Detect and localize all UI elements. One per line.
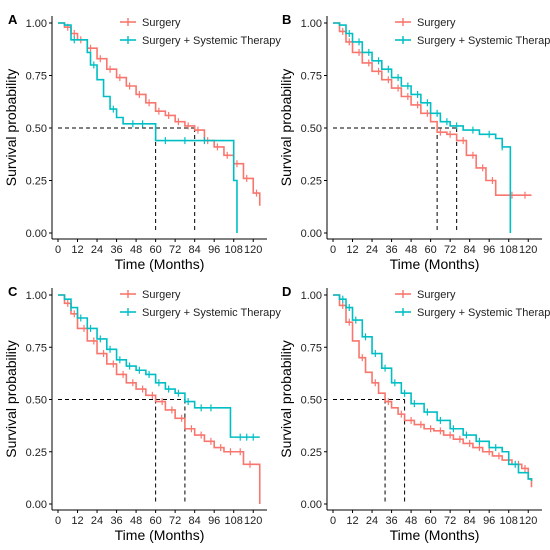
panel-b-x-tick-label: 108 bbox=[500, 244, 518, 256]
panel-d-surgery-systemic-curve bbox=[333, 294, 533, 482]
panel-a-legend-surgery-systemic-label: Surgery + Systemic Therapy bbox=[142, 35, 281, 47]
panel-c-x-tick-label: 0 bbox=[55, 515, 61, 527]
panel-a-legend-surgery-label: Surgery bbox=[142, 17, 181, 29]
panel-d-y-tick-label: 0.75 bbox=[301, 342, 322, 354]
panel-d-y-tick-label: 1.00 bbox=[301, 290, 322, 302]
panel-d-y-tick-label: 0.50 bbox=[301, 395, 322, 407]
panel-b-y-tick-label: 0.75 bbox=[301, 71, 322, 83]
panel-a-x-tick-label: 120 bbox=[244, 244, 262, 256]
panel-d-x-tick-label: 48 bbox=[405, 515, 417, 527]
panel-d-x-tick-label: 36 bbox=[385, 515, 397, 527]
panel-a-x-tick-label: 12 bbox=[71, 244, 83, 256]
panel-c-x-tick-label: 72 bbox=[169, 515, 181, 527]
panel-b: B 0.00 0.25 0.50 0.75 1.00 0 12 24 36 48 60 72 84 96 10… bbox=[278, 12, 550, 272]
panel-b-legend-surgery-systemic-label: Surgery + Systemic Therapy bbox=[417, 35, 550, 47]
panel-a: A 0.00 0.25 0.50 0.75 1.00 0 12 24 36 48 60 72 84 96 10… bbox=[3, 12, 281, 272]
panel-d-y-axis-title: Survival probability bbox=[278, 340, 294, 458]
panel-d-x-tick-label: 12 bbox=[346, 515, 358, 527]
panel-b-x-tick-label: 12 bbox=[346, 244, 358, 256]
panel-d-surgery-curve bbox=[333, 294, 533, 488]
panel-c-x-tick-label: 120 bbox=[244, 515, 262, 527]
panel-c-y-tick-label: 0.50 bbox=[26, 395, 47, 407]
panel-c-x-tick-label: 48 bbox=[130, 515, 142, 527]
panel-c-y-tick-label: 0.00 bbox=[26, 499, 47, 511]
panel-d-x-tick-label: 120 bbox=[519, 515, 537, 527]
panel-b-legend-surgery-label: Surgery bbox=[417, 17, 456, 29]
panel-d-x-tick-label: 84 bbox=[464, 515, 476, 527]
panel-a-x-tick-label: 24 bbox=[91, 244, 103, 256]
panel-c-x-tick-label: 60 bbox=[149, 515, 161, 527]
panel-d-legend-surgery-label: Surgery bbox=[417, 289, 456, 301]
panel-a-x-tick-label: 60 bbox=[149, 244, 161, 256]
panel-c-letter: C bbox=[8, 284, 18, 299]
panel-b-x-tick-label: 72 bbox=[444, 244, 456, 256]
panel-c-x-tick-label: 24 bbox=[91, 515, 103, 527]
panel-c-x-tick-label: 36 bbox=[110, 515, 122, 527]
panel-c-y-tick-label: 1.00 bbox=[26, 290, 47, 302]
panel-c-y-tick-label: 0.75 bbox=[26, 342, 47, 354]
panel-c-x-tick-label: 84 bbox=[189, 515, 201, 527]
panel-c-y-axis-title: Survival probability bbox=[3, 340, 19, 458]
panel-c-y-tick-label: 0.25 bbox=[26, 447, 47, 459]
panel-b-x-tick-label: 84 bbox=[464, 244, 476, 256]
panel-a-y-tick-label: 0.00 bbox=[26, 228, 47, 240]
panel-b-x-tick-label: 120 bbox=[519, 244, 537, 256]
panel-a-y-axis-title: Survival probability bbox=[3, 69, 19, 187]
panel-b-y-tick-label: 0.25 bbox=[301, 176, 322, 188]
panel-a-y-tick-label: 1.00 bbox=[26, 18, 47, 30]
panel-b-surgery-systemic-curve bbox=[333, 22, 512, 233]
panel-a-y-tick-label: 0.50 bbox=[26, 123, 47, 135]
panel-a-x-tick-label: 72 bbox=[169, 244, 181, 256]
panel-c-surgery-systemic-curve bbox=[58, 294, 260, 438]
panel-b-x-tick-label: 48 bbox=[405, 244, 417, 256]
panel-d-letter: D bbox=[282, 284, 291, 299]
panel-a-x-tick-label: 36 bbox=[110, 244, 122, 256]
panel-b-x-tick-label: 96 bbox=[483, 244, 495, 256]
panel-b-x-tick-label: 36 bbox=[385, 244, 397, 256]
panel-d-x-tick-label: 108 bbox=[500, 515, 518, 527]
panel-c-legend-surgery-systemic-label: Surgery + Systemic Therapy bbox=[142, 307, 281, 319]
panel-b-x-tick-label: 24 bbox=[366, 244, 378, 256]
panel-a-x-tick-label: 84 bbox=[189, 244, 201, 256]
panel-c: C 0.00 0.25 0.50 0.75 1.00 0 12 24 36 48 60 72 84 96 10… bbox=[3, 284, 281, 543]
panel-c-legend-surgery-label: Surgery bbox=[142, 289, 181, 301]
panel-a-x-tick-label: 0 bbox=[55, 244, 61, 256]
panel-c-x-tick-label: 12 bbox=[71, 515, 83, 527]
panel-a-x-tick-label: 48 bbox=[130, 244, 142, 256]
panel-b-y-axis-title: Survival probability bbox=[278, 69, 294, 187]
panel-a-surgery-systemic-curve bbox=[58, 22, 238, 233]
panel-d-y-tick-label: 0.00 bbox=[301, 499, 322, 511]
panel-d-y-tick-label: 0.25 bbox=[301, 447, 322, 459]
panel-c-x-axis-title: Time (Months) bbox=[115, 527, 205, 543]
panel-d-x-tick-label: 96 bbox=[483, 515, 495, 527]
panel-d-x-tick-label: 72 bbox=[444, 515, 456, 527]
panel-b-x-tick-label: 0 bbox=[330, 244, 336, 256]
panel-a-x-tick-label: 108 bbox=[225, 244, 243, 256]
panel-b-y-tick-label: 1.00 bbox=[301, 18, 322, 30]
panel-d-legend-surgery-systemic-label: Surgery + Systemic Therapy bbox=[417, 307, 550, 319]
panel-a-letter: A bbox=[8, 12, 18, 27]
panel-b-letter: B bbox=[282, 12, 291, 27]
panel-b-y-tick-label: 0.00 bbox=[301, 228, 322, 240]
panel-d-x-tick-label: 24 bbox=[366, 515, 378, 527]
panel-b-x-axis-title: Time (Months) bbox=[390, 256, 480, 272]
panel-b-x-tick-label: 60 bbox=[424, 244, 436, 256]
panel-a-y-tick-label: 0.75 bbox=[26, 71, 47, 83]
panel-d-x-tick-label: 60 bbox=[424, 515, 436, 527]
panel-c-x-tick-label: 96 bbox=[208, 515, 220, 527]
panel-a-x-tick-label: 96 bbox=[208, 244, 220, 256]
panel-a-y-tick-label: 0.25 bbox=[26, 176, 47, 188]
panel-d-x-axis-title: Time (Months) bbox=[390, 527, 480, 543]
panel-a-x-axis-title: Time (Months) bbox=[115, 256, 205, 272]
panel-b-y-tick-label: 0.50 bbox=[301, 123, 322, 135]
panel-d: D 0.00 0.25 0.50 0.75 1.00 0 12 24 36 48 60 72 84 96 10… bbox=[278, 284, 550, 543]
panel-d-x-tick-label: 0 bbox=[330, 515, 336, 527]
panel-b-surgery-curve bbox=[333, 22, 532, 196]
panel-c-x-tick-label: 108 bbox=[225, 515, 243, 527]
